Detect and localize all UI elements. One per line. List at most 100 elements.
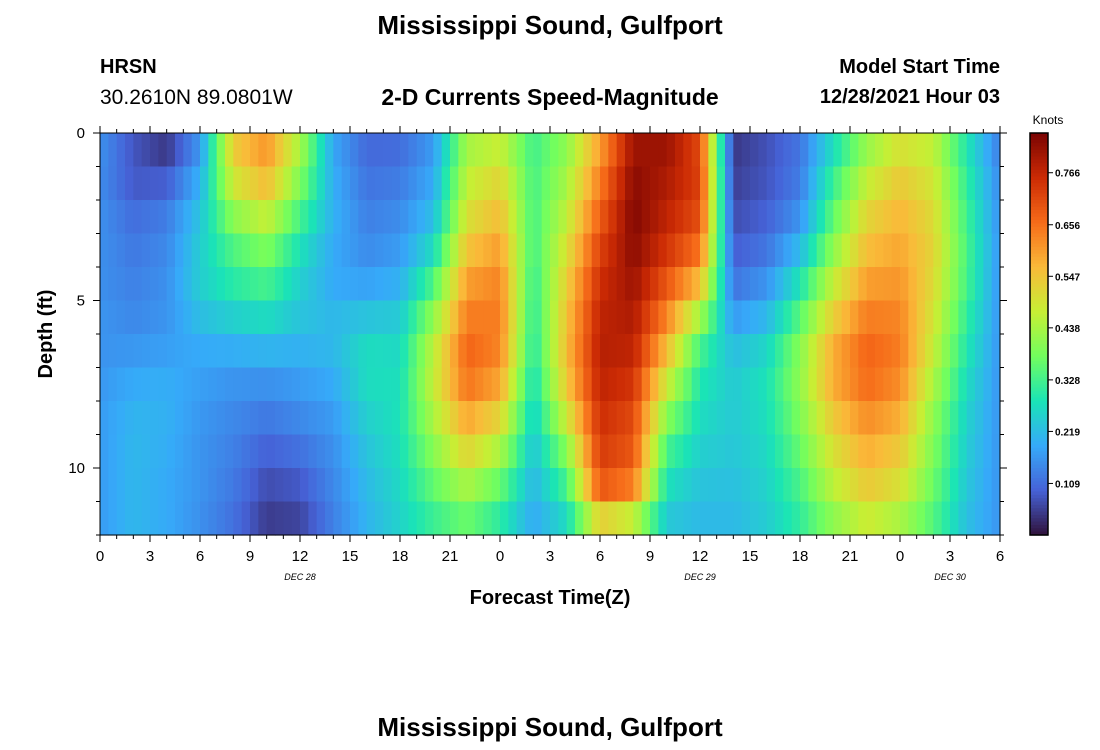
heatmap-cell [783,367,793,402]
heatmap-cell [866,434,876,469]
heatmap-cell [100,468,109,503]
heatmap-cell [975,468,984,503]
heatmap-cell [183,200,193,235]
heatmap-cell [450,166,459,201]
heatmap-cell [425,468,434,503]
heatmap-cell [991,434,1001,469]
heatmap-cell [466,300,476,335]
heatmap-cell [183,133,193,168]
heatmap-cell [275,367,284,402]
heatmap-cell [316,434,326,469]
heatmap-cell [958,401,968,436]
heatmap-cell [758,233,768,268]
heatmap-cell [625,334,634,369]
heatmap-cell [258,200,268,235]
heatmap-cell [383,166,393,201]
heatmap-cell [925,434,934,469]
colorbar-segment [1030,478,1048,482]
colorbar-segment [1030,451,1048,456]
heatmap-cell [966,501,976,536]
heatmap-cell [808,501,818,536]
heatmap-cell [816,233,826,268]
heatmap-cell [850,133,859,168]
heatmap-cell [150,501,159,536]
heatmap-cell [383,267,393,302]
heatmap-cell [116,267,126,302]
colorbar-segment [1030,176,1048,181]
heatmap-cell [625,434,634,469]
heatmap-cell [616,434,626,469]
heatmap-cell [275,166,284,201]
colorbar-segment [1030,250,1048,255]
heatmap-cell [625,501,634,536]
heatmap-cell [583,300,593,335]
heatmap-cell [733,233,743,268]
heatmap-cell [708,334,718,369]
heatmap-cell [266,267,276,302]
colorbar-segment [1030,474,1048,479]
heatmap-cell [741,334,751,369]
heatmap-cell [683,468,693,503]
heatmap-cell [491,334,501,369]
colorbar-segment [1030,226,1048,231]
heatmap-cell [725,200,734,235]
heatmap-cell [983,434,993,469]
heatmap-cell [166,468,176,503]
heatmap-cell [516,401,526,436]
heatmap-cell [750,401,759,436]
heatmap-cell [250,468,259,503]
heatmap-cell [883,401,893,436]
heatmap-cell [333,501,343,536]
heatmap-cell [708,267,718,302]
heatmap-cell [908,434,918,469]
heatmap-cell [258,233,268,268]
heatmap-cell [325,401,334,436]
y-tick-label: 10 [68,460,85,477]
heatmap-cell [908,166,918,201]
heatmap-cell [833,300,843,335]
heatmap-cell [516,468,526,503]
heatmap-cell [366,200,376,235]
heatmap-cell [233,267,243,302]
heatmap-cell [675,267,684,302]
heatmap-cell [950,401,959,436]
heatmap-cell [458,300,468,335]
heatmap-cell [791,334,801,369]
day-label: DEC 28 [284,572,316,582]
heatmap-cell [683,501,693,536]
heatmap-cell [500,267,509,302]
heatmap-cell [733,501,743,536]
heatmap-cell [525,501,534,536]
heatmap-cell [625,300,634,335]
heatmap-cell [216,434,226,469]
heatmap-cell [841,401,851,436]
heatmap-cell [775,233,784,268]
heatmap-cell [116,367,126,402]
heatmap-cell [383,434,393,469]
heatmap-cell [450,133,459,168]
x-tick-label: 12 [292,548,309,565]
heatmap-cell [975,401,984,436]
heatmap-cell [141,401,151,436]
heatmap-cell [633,300,643,335]
heatmap-cell [250,367,259,402]
heatmap-cell [300,200,309,235]
heatmap-cell [266,133,276,168]
heatmap-cell [341,267,351,302]
heatmap-cell [500,133,509,168]
heatmap-cell [208,133,218,168]
heatmap-cell [633,133,643,168]
heatmap-cell [516,501,526,536]
heatmap-cell [391,334,401,369]
heatmap-cell [133,300,143,335]
heatmap-cell [400,434,409,469]
heatmap-cell [950,501,959,536]
heatmap-cell [933,166,943,201]
colorbar-segment [1030,323,1048,328]
heatmap-cell [125,468,134,503]
heatmap-cell [316,334,326,369]
heatmap-cell [566,200,576,235]
heatmap-cell [675,501,684,536]
day-label: DEC 30 [934,572,966,582]
heatmap-cell [341,367,351,402]
